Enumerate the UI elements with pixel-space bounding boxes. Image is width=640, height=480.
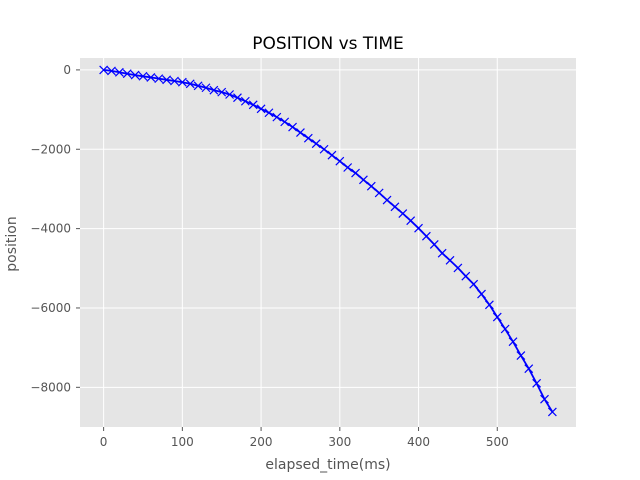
data-point-marker [288,122,297,132]
data-point-marker [398,209,408,218]
y-tick-label: 0 [63,63,71,77]
data-point-marker [390,202,400,212]
data-point-marker [374,188,384,198]
data-point-marker [296,128,305,138]
x-tick-label: 400 [407,435,430,449]
data-point-marker [508,337,518,347]
data-point-marker [469,279,479,289]
data-point-marker [421,231,431,241]
y-tick-label: −6000 [30,301,71,315]
data-point-marker [217,87,227,97]
data-point-marker [382,195,392,205]
data-point-marker [445,255,455,265]
data-point-marker [185,79,195,89]
y-tick-label: −2000 [30,142,71,156]
data-point-marker [547,407,557,417]
data-point-marker [429,240,439,249]
data-point-marker [256,104,266,114]
x-tick-label: 500 [486,435,509,449]
data-point-marker [414,223,423,233]
data-point-marker [99,65,109,75]
data-point-marker [477,289,486,299]
data-point-marker [540,394,549,404]
y-tick-label: −4000 [30,222,71,236]
plot-area [80,58,576,427]
series-line [103,69,554,413]
data-point-marker [170,76,179,86]
data-point-marker [484,300,494,310]
data-point-marker [453,263,463,273]
data-point-marker [264,108,274,118]
data-point-marker [524,364,534,374]
data-point-marker [209,85,219,95]
data-point-marker [154,74,164,84]
data-point-marker [248,100,258,110]
data-point-marker [272,112,282,122]
series-layer [99,65,557,417]
data-point-marker [343,163,353,172]
data-point-marker [201,83,211,93]
data-point-marker [366,181,376,191]
data-point-marker [327,150,337,160]
data-point-marker [461,271,471,281]
chart-title: POSITION vs TIME [252,34,403,54]
x-tick-label: 200 [250,435,273,449]
data-point-marker [319,144,329,154]
data-point-marker [311,139,321,149]
data-point-marker [225,90,235,99]
x-tick-label: 300 [328,435,351,449]
data-point-marker [406,216,416,226]
x-axis-label: elapsed_time(ms) [265,457,390,473]
data-point-marker [107,66,116,76]
data-point-marker [303,133,313,143]
data-point-marker [193,81,203,91]
data-point-marker [532,378,542,388]
data-point-marker [177,77,187,87]
data-point-marker [280,117,290,127]
data-point-marker [233,93,242,103]
data-point-marker [138,71,148,81]
data-point-marker [351,168,360,178]
tick-layer: 0 100 200 300 400 500 0 −2000 −4000 −6000 −8000 [30,63,508,449]
data-point-marker [335,156,345,166]
data-point-marker [130,70,140,80]
data-point-marker [240,96,250,106]
data-point-marker [492,312,502,322]
data-point-marker [437,248,447,258]
data-point-marker [516,351,526,361]
data-point-marker [146,73,156,82]
data-point-marker [114,67,124,77]
data-point-marker [122,69,132,79]
y-tick-label: −8000 [30,380,71,394]
data-point-marker [359,175,368,185]
x-tick-label: 100 [171,435,194,449]
y-axis-label: position [4,216,20,271]
data-point-marker [162,75,172,85]
data-point-marker [500,324,510,334]
x-tick-label: 0 [100,435,108,449]
